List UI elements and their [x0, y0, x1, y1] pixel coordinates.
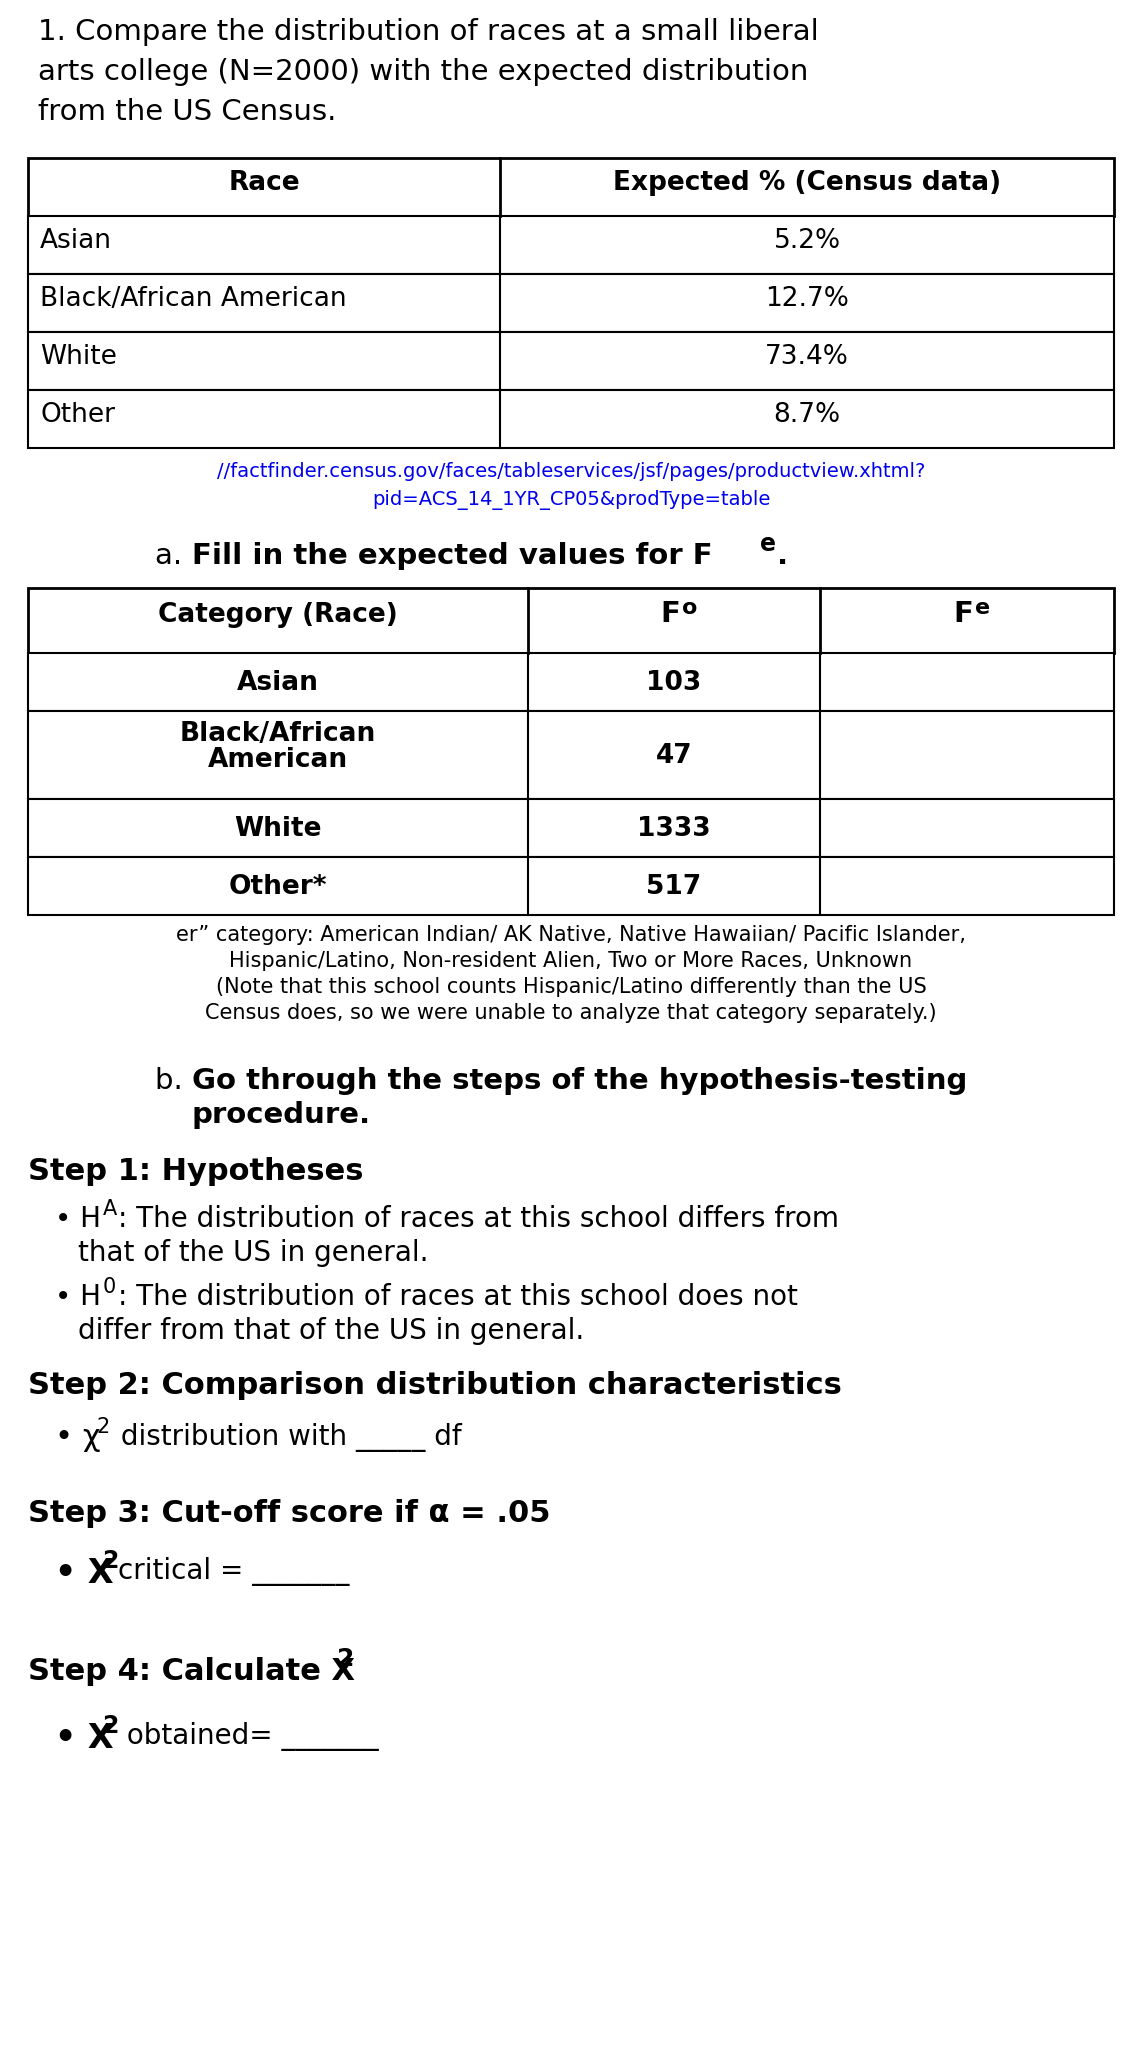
Text: • H: • H [55, 1283, 100, 1311]
Text: White: White [40, 344, 116, 369]
Text: F: F [954, 600, 973, 629]
Text: that of the US in general.: that of the US in general. [78, 1239, 428, 1266]
Text: • χ: • χ [55, 1423, 100, 1452]
Text: Asian: Asian [238, 670, 319, 697]
Text: 517: 517 [646, 874, 701, 899]
Bar [29, 332, 1113, 390]
Text: • X: • X [55, 1722, 113, 1755]
Text: American: American [208, 746, 348, 773]
Bar [29, 217, 1113, 274]
Text: A: A [103, 1198, 118, 1219]
Text: er” category: American Indian/ AK Native, Native Hawaiian/ Pacific Islander,: er” category: American Indian/ AK Native… [176, 926, 966, 944]
Text: .: . [777, 542, 788, 569]
Text: 2: 2 [337, 1648, 354, 1670]
Text: differ from that of the US in general.: differ from that of the US in general. [78, 1318, 585, 1344]
Text: procedure.: procedure. [192, 1101, 371, 1130]
Text: 8.7%: 8.7% [773, 402, 841, 429]
Text: pid=ACS_14_1YR_CP05&prodType=table: pid=ACS_14_1YR_CP05&prodType=table [372, 491, 770, 509]
Bar [29, 159, 1113, 217]
Bar [29, 588, 1113, 654]
Text: critical = _______: critical = _______ [118, 1557, 349, 1586]
Text: : The distribution of races at this school does not: : The distribution of races at this scho… [118, 1283, 798, 1311]
Text: Census does, so we were unable to analyze that category separately.): Census does, so we were unable to analyz… [206, 1002, 936, 1023]
Text: Other: Other [40, 402, 115, 429]
Text: distribution with _____ df: distribution with _____ df [112, 1423, 461, 1452]
Text: o: o [682, 598, 698, 619]
Text: 1. Compare the distribution of races at a small liberal: 1. Compare the distribution of races at … [38, 19, 819, 45]
Text: 1333: 1333 [637, 817, 710, 841]
Text: : The distribution of races at this school differs from: : The distribution of races at this scho… [118, 1204, 839, 1233]
Text: 2: 2 [96, 1417, 110, 1437]
Text: e: e [759, 532, 777, 557]
Text: Race: Race [228, 169, 300, 196]
Text: 12.7%: 12.7% [765, 287, 849, 311]
Text: Step 1: Hypotheses: Step 1: Hypotheses [29, 1157, 363, 1186]
Text: Black/African American: Black/African American [40, 287, 347, 311]
Text: arts college (N=2000) with the expected distribution: arts college (N=2000) with the expected … [38, 58, 809, 87]
Text: 47: 47 [656, 742, 692, 769]
Text: Step 3: Cut-off score if α = .05: Step 3: Cut-off score if α = .05 [29, 1499, 550, 1528]
Bar [29, 711, 1113, 798]
Text: F: F [660, 600, 679, 629]
Bar [29, 654, 1113, 711]
Text: (Note that this school counts Hispanic/Latino differently than the US: (Note that this school counts Hispanic/L… [216, 977, 926, 998]
Text: 2: 2 [102, 1714, 119, 1738]
Text: Black/African: Black/African [180, 722, 376, 746]
Bar [29, 798, 1113, 858]
Text: • X: • X [55, 1557, 113, 1590]
Text: Other*: Other* [228, 874, 328, 899]
Text: Hispanic/Latino, Non-resident Alien, Two or More Races, Unknown: Hispanic/Latino, Non-resident Alien, Two… [230, 951, 912, 971]
Text: obtained= _______: obtained= _______ [118, 1722, 379, 1751]
Text: 73.4%: 73.4% [765, 344, 849, 369]
Bar [29, 274, 1113, 332]
Text: 5.2%: 5.2% [773, 229, 841, 254]
Text: 2: 2 [102, 1549, 119, 1573]
Text: Asian: Asian [40, 229, 112, 254]
Text: from the US Census.: from the US Census. [38, 99, 337, 126]
Text: b.: b. [155, 1066, 192, 1095]
Bar [29, 390, 1113, 447]
Text: White: White [234, 817, 322, 841]
Text: //factfinder.census.gov/faces/tableservices/jsf/pages/productview.xhtml?: //factfinder.census.gov/faces/tableservi… [217, 462, 925, 480]
Text: Expected % (Census data): Expected % (Census data) [613, 169, 1002, 196]
Text: • H: • H [55, 1204, 100, 1233]
Bar [29, 858, 1113, 916]
Text: a.: a. [155, 542, 192, 569]
Text: Go through the steps of the hypothesis-testing: Go through the steps of the hypothesis-t… [192, 1066, 967, 1095]
Text: 103: 103 [646, 670, 701, 697]
Text: 0: 0 [103, 1276, 116, 1297]
Text: Category (Race): Category (Race) [158, 602, 397, 629]
Text: Step 2: Comparison distribution characteristics: Step 2: Comparison distribution characte… [29, 1371, 842, 1400]
Text: Step 4: Calculate X: Step 4: Calculate X [29, 1658, 355, 1687]
Text: Fill in the expected values for F: Fill in the expected values for F [192, 542, 713, 569]
Text: e: e [975, 598, 990, 619]
